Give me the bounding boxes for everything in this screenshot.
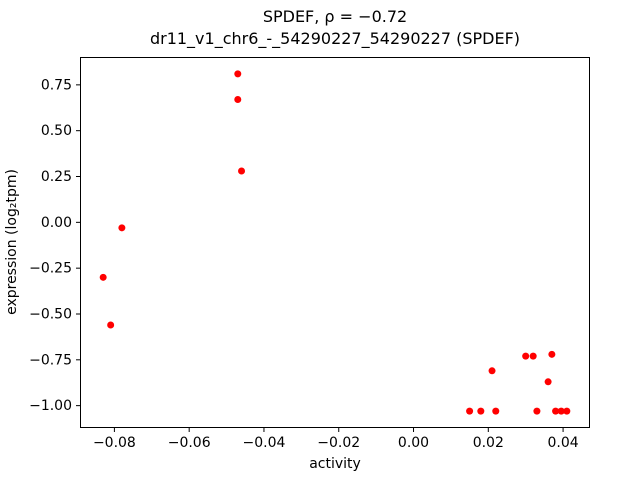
y-tick-label: 0.75 <box>41 77 72 93</box>
axes-layer: −0.08 −0.06 −0.04 −0.02 0.00 0.02 0.04 0.75 0.50… <box>29 57 590 451</box>
y-tick-label: −0.25 <box>29 261 72 277</box>
data-point <box>477 407 485 415</box>
data-point <box>238 167 246 175</box>
plot-frame <box>80 57 590 428</box>
x-tick-label: −0.02 <box>317 435 360 451</box>
y-tick-label: −0.75 <box>29 352 72 368</box>
data-point <box>563 407 571 415</box>
data-point <box>548 350 556 358</box>
y-tick-label: 0.00 <box>41 215 72 231</box>
y-tick-label: −0.50 <box>29 306 72 322</box>
chart-subtitle: dr11_v1_chr6_-_54290227_54290227 (SPDEF) <box>150 29 520 49</box>
data-point <box>552 407 560 415</box>
data-point <box>522 352 530 360</box>
data-point <box>529 352 537 360</box>
data-point <box>533 407 541 415</box>
y-tick-label: −1.00 <box>29 398 72 414</box>
chart-title: SPDEF, ρ = −0.72 <box>263 7 407 26</box>
data-point <box>99 273 107 281</box>
data-point <box>118 224 126 232</box>
data-point <box>466 407 474 415</box>
x-axis-label: activity <box>309 456 361 472</box>
x-tick-label: 0.00 <box>398 435 429 451</box>
data-point <box>488 367 496 375</box>
data-point <box>107 321 115 329</box>
x-tick-label: −0.06 <box>168 435 211 451</box>
x-tick-label: 0.02 <box>473 435 504 451</box>
data-point <box>557 407 565 415</box>
data-point <box>234 70 242 78</box>
data-point <box>492 407 500 415</box>
y-tick-label: 0.25 <box>41 169 72 185</box>
x-tick-label: −0.04 <box>243 435 286 451</box>
y-axis-label: expression (log₂tpm) <box>4 169 20 315</box>
data-point <box>234 96 242 104</box>
x-tick-label: −0.08 <box>93 435 136 451</box>
y-tick-label: 0.50 <box>41 123 72 139</box>
data-point <box>544 378 552 386</box>
x-tick-label: 0.04 <box>547 435 578 451</box>
